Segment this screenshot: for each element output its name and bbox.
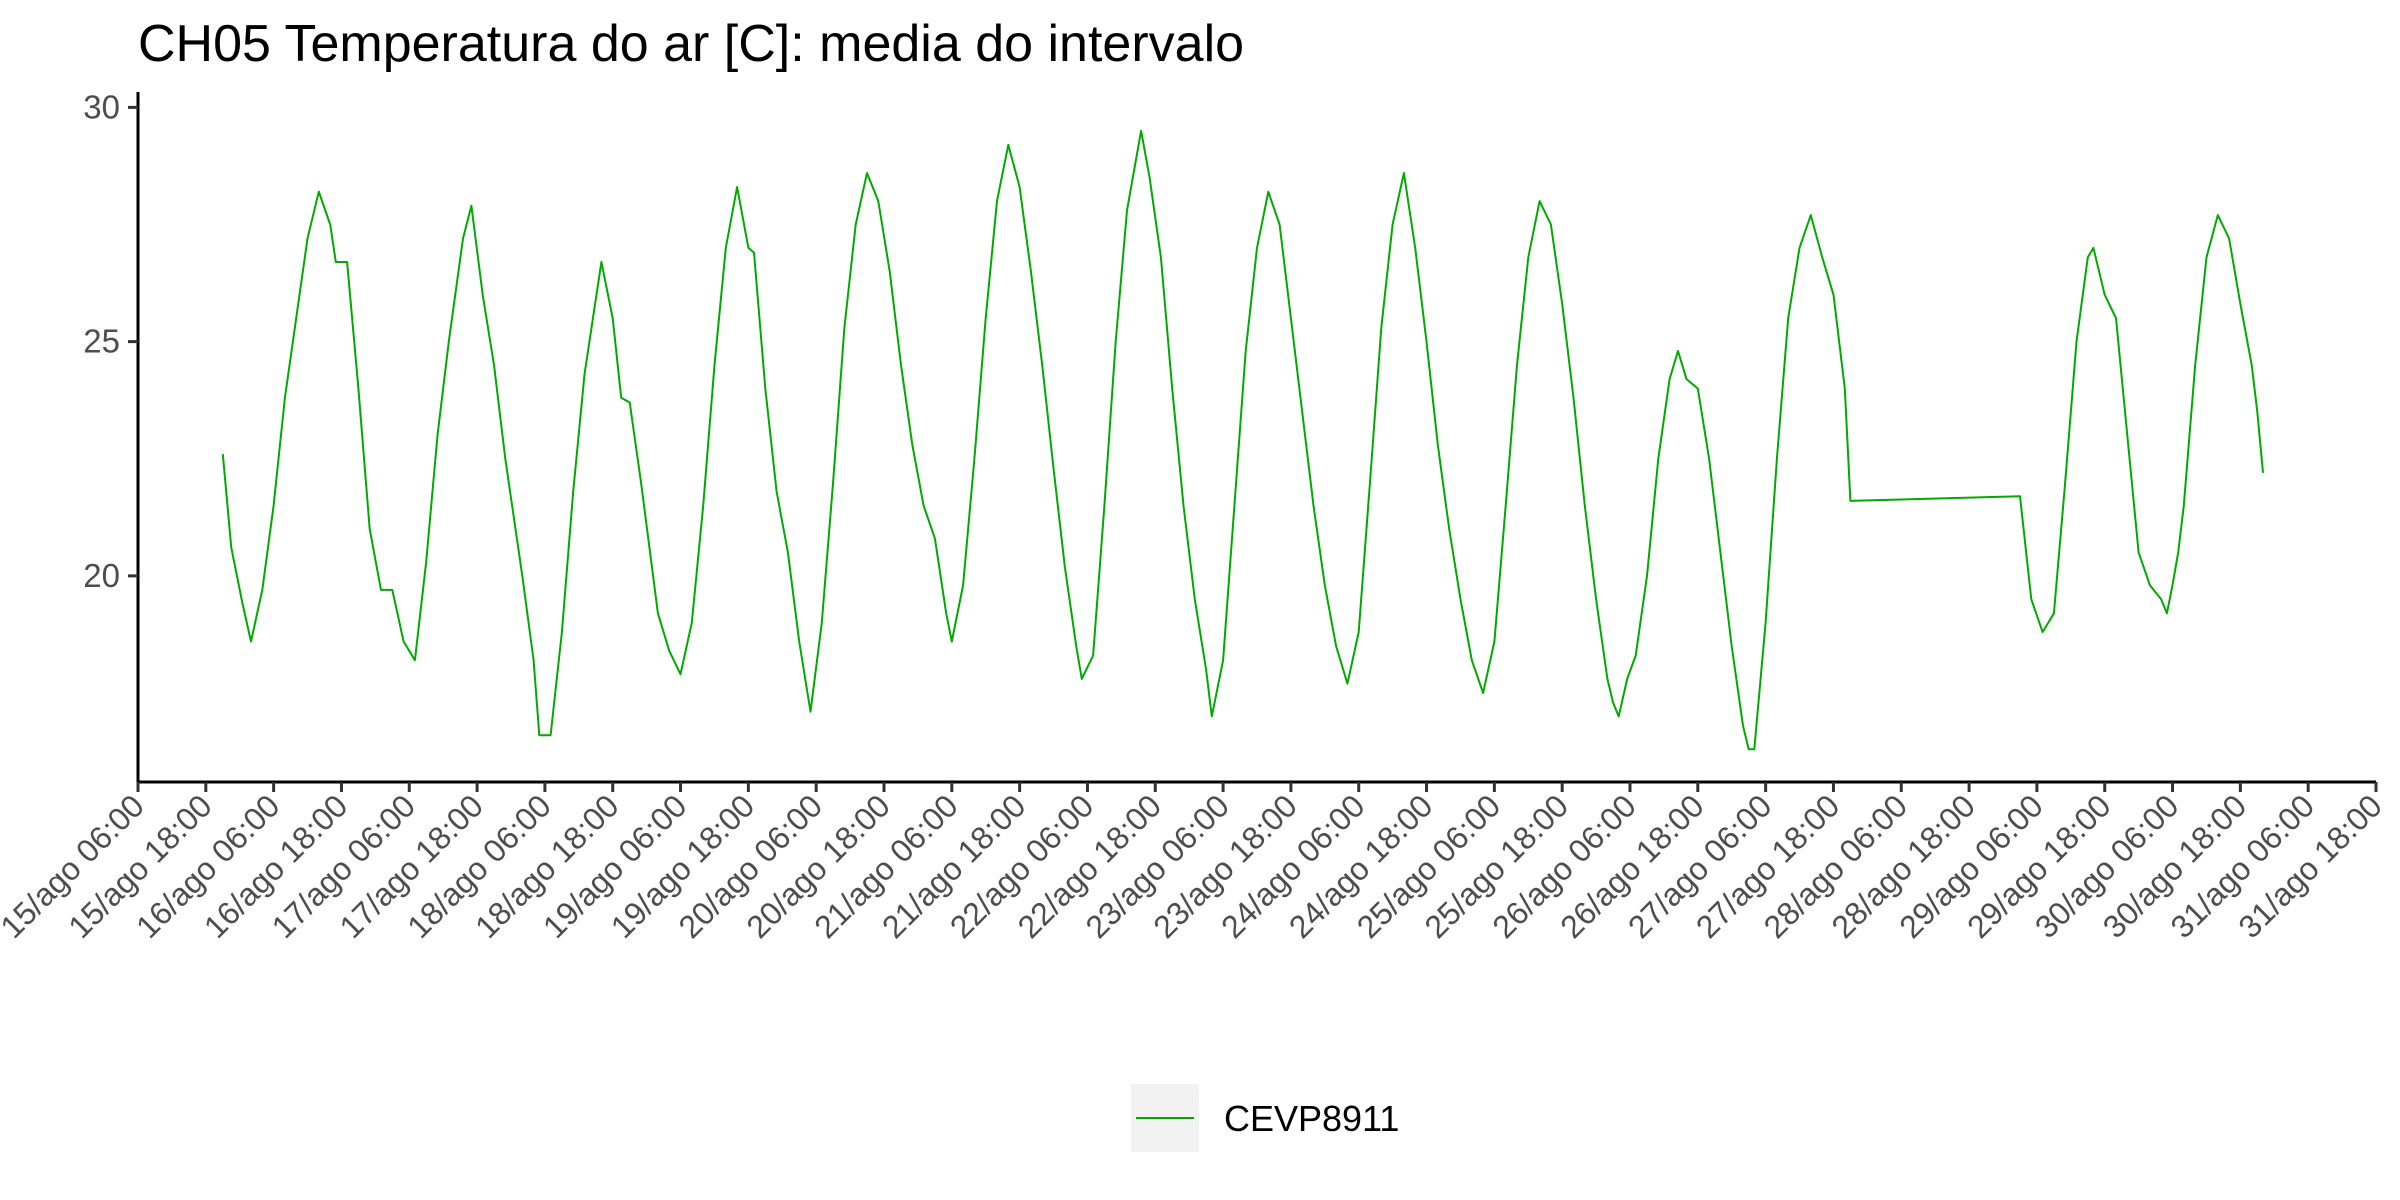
chart-title: CH05 Temperatura do ar [C]: media do int… [138,15,1245,73]
y-tick-label: 25 [83,323,120,360]
y-axis: 20 25 30 [83,88,140,782]
series-layer [221,129,2264,751]
series-line [221,129,2264,751]
y-tick-label: 20 [83,557,120,594]
legend: CEVP8911 [1131,1084,1399,1152]
legend-label: CEVP8911 [1224,1098,1399,1139]
y-tick-label: 30 [83,88,120,125]
